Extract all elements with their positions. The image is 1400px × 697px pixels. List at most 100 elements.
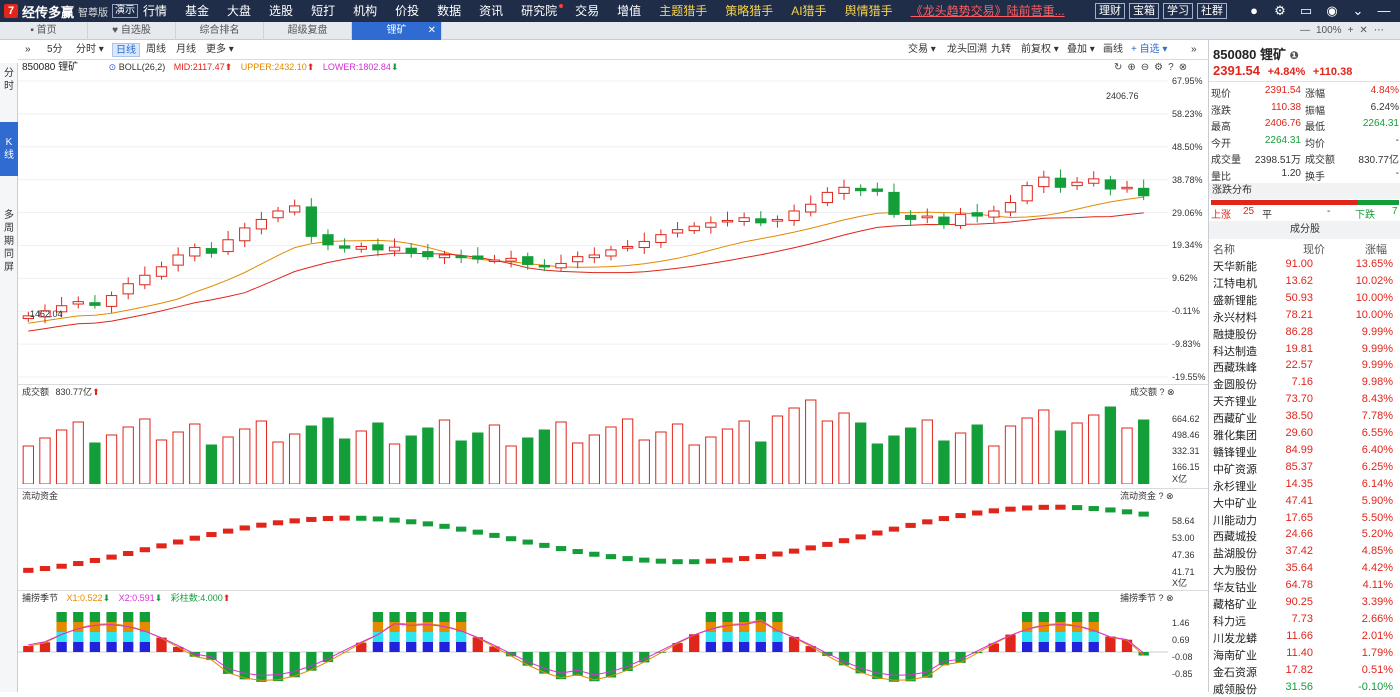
header-price[interactable]: 现价 bbox=[1303, 241, 1325, 257]
candle[interactable] bbox=[173, 255, 183, 265]
nine-turn-button[interactable]: 九转 bbox=[988, 43, 1014, 57]
menu-item-13[interactable]: 策略猎手 bbox=[716, 0, 782, 22]
period-monthly[interactable]: 月线 bbox=[173, 43, 199, 57]
zoom-in-button[interactable]: + bbox=[1348, 22, 1354, 40]
candle[interactable] bbox=[672, 230, 682, 233]
adjust-menu[interactable]: 前复权 ▾ bbox=[1018, 43, 1062, 57]
period-more[interactable]: 更多 ▾ bbox=[203, 43, 237, 57]
nav-kline[interactable]: K线 bbox=[0, 122, 18, 176]
candle[interactable] bbox=[772, 219, 782, 221]
candle[interactable] bbox=[839, 187, 849, 193]
candle[interactable] bbox=[456, 256, 466, 258]
window-icon[interactable]: ▭ bbox=[1298, 2, 1314, 20]
menu-item-2[interactable]: 大盘 bbox=[218, 0, 260, 22]
help-icon[interactable]: ? bbox=[1168, 62, 1174, 73]
menu-item-5[interactable]: 机构 bbox=[344, 0, 386, 22]
flow-chart[interactable] bbox=[18, 500, 1208, 588]
expand-icon[interactable]: » bbox=[1188, 43, 1200, 57]
catch-chart[interactable] bbox=[18, 604, 1208, 690]
refresh-icon[interactable]: ↻ bbox=[1114, 62, 1122, 73]
candle[interactable] bbox=[556, 263, 566, 267]
candle[interactable] bbox=[1139, 188, 1149, 195]
skin-icon[interactable]: ◉ bbox=[1324, 2, 1340, 20]
candle[interactable] bbox=[1055, 178, 1065, 187]
more-icon[interactable]: ⋯ bbox=[1374, 22, 1384, 40]
menu-item-9[interactable]: 研究院 bbox=[512, 0, 566, 22]
trade-menu[interactable]: 交易 ▾ bbox=[905, 43, 939, 57]
draw-line-button[interactable]: 画线 bbox=[1100, 43, 1126, 57]
candle[interactable] bbox=[90, 303, 100, 306]
info-icon[interactable]: ❶ bbox=[1290, 50, 1299, 62]
add-watchlist-button[interactable]: + 自选 ▾ bbox=[1128, 43, 1170, 57]
menu-item-10[interactable]: 交易 bbox=[566, 0, 608, 22]
menu-item-16[interactable]: 《龙头趋势交易》陆前营重... bbox=[902, 0, 1074, 22]
tab-ranking[interactable]: 综合排名 bbox=[176, 22, 264, 40]
candle[interactable] bbox=[240, 228, 250, 241]
candle[interactable] bbox=[972, 213, 982, 216]
candle[interactable] bbox=[622, 247, 632, 249]
candle[interactable] bbox=[539, 265, 549, 267]
period-weekly[interactable]: 周线 bbox=[143, 43, 169, 57]
menu-item-7[interactable]: 数据 bbox=[428, 0, 470, 22]
candle[interactable] bbox=[506, 258, 516, 261]
header-change[interactable]: 涨幅 bbox=[1365, 241, 1387, 257]
candle[interactable] bbox=[856, 188, 866, 190]
menu-item-3[interactable]: 选股 bbox=[260, 0, 302, 22]
period-intraday[interactable]: 分时 ▾ bbox=[73, 43, 107, 57]
candle[interactable] bbox=[323, 235, 333, 245]
candle[interactable] bbox=[922, 216, 932, 218]
candle[interactable] bbox=[73, 302, 83, 304]
candle[interactable] bbox=[156, 267, 166, 276]
nav-intraday[interactable]: 分时 bbox=[3, 67, 15, 97]
remove-indicator-icon[interactable]: ⊖ bbox=[1141, 62, 1149, 73]
tab-lithium[interactable]: 锂矿✕ bbox=[352, 22, 442, 40]
period-daily[interactable]: 日线 bbox=[112, 43, 140, 57]
candle[interactable] bbox=[223, 240, 233, 252]
tab-home[interactable]: ▪ 首页 bbox=[0, 22, 88, 40]
candle[interactable] bbox=[306, 207, 316, 236]
candle[interactable] bbox=[789, 211, 799, 220]
finance-button[interactable]: 理财 bbox=[1095, 3, 1125, 19]
candle[interactable] bbox=[406, 248, 416, 253]
candle[interactable] bbox=[689, 226, 699, 230]
candle[interactable] bbox=[739, 218, 749, 222]
close-pane-icon[interactable]: ⊗ bbox=[1179, 62, 1187, 73]
candle[interactable] bbox=[1005, 203, 1015, 212]
user-icon[interactable]: ● bbox=[1246, 2, 1262, 20]
overlay-menu[interactable]: 叠加 ▾ bbox=[1064, 43, 1098, 57]
candle[interactable] bbox=[573, 257, 583, 262]
candle[interactable] bbox=[206, 249, 216, 254]
candle[interactable] bbox=[1039, 177, 1049, 186]
candle[interactable] bbox=[872, 189, 882, 191]
minimize-icon[interactable]: — bbox=[1376, 2, 1392, 20]
menu-item-14[interactable]: AI猎手 bbox=[782, 0, 835, 22]
community-button[interactable]: 社群 bbox=[1197, 3, 1227, 19]
candle[interactable] bbox=[722, 220, 732, 222]
candle[interactable] bbox=[905, 215, 915, 219]
candle[interactable] bbox=[256, 219, 266, 228]
zoom-out-button[interactable]: — bbox=[1300, 22, 1310, 40]
header-name[interactable]: 名称 bbox=[1213, 241, 1235, 257]
candle[interactable] bbox=[606, 250, 616, 256]
tab-close-icon[interactable]: ✕ bbox=[428, 22, 436, 40]
chevron-down-icon[interactable]: ⌄ bbox=[1350, 2, 1366, 20]
candle[interactable] bbox=[756, 219, 766, 223]
candle[interactable] bbox=[589, 255, 599, 258]
